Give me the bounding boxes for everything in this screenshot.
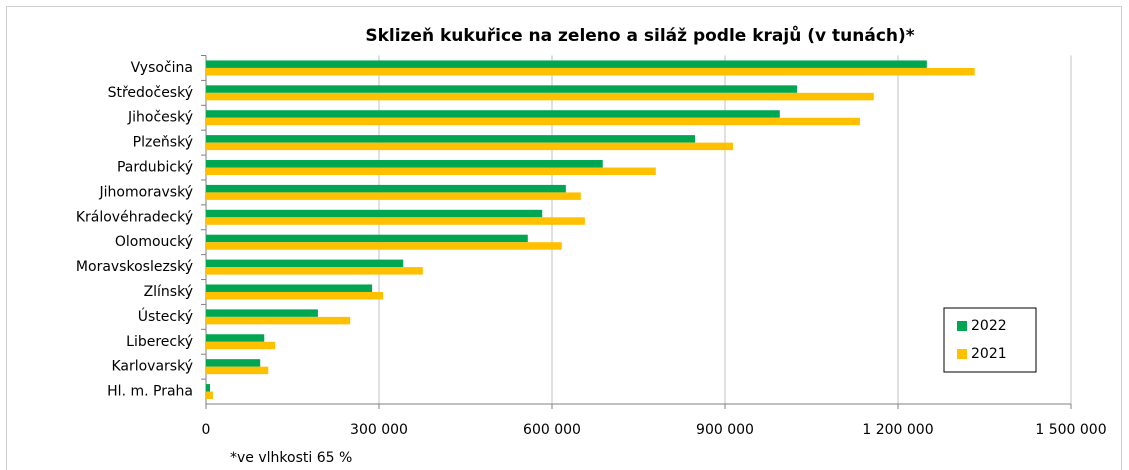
- x-tick-label: 900 000: [696, 422, 754, 438]
- bar: [206, 135, 696, 143]
- x-tick-label: 600 000: [523, 422, 581, 438]
- x-tick-label: 300 000: [350, 422, 408, 438]
- bar: [206, 316, 351, 325]
- legend-box: [943, 307, 1037, 373]
- bar: [206, 60, 927, 68]
- bar: [206, 242, 562, 250]
- bar: [206, 142, 734, 151]
- x-tick-label: 1 500 000: [1035, 422, 1106, 438]
- y-tick-label: Ústecký: [138, 307, 193, 325]
- bar: [206, 217, 585, 225]
- y-tick-label: Zlínský: [144, 284, 193, 300]
- bar: [206, 267, 423, 275]
- bar: [206, 184, 566, 193]
- bar: [206, 384, 211, 392]
- bar: [206, 291, 384, 300]
- y-tick-label: Jihočeský: [127, 110, 193, 126]
- bar: [206, 209, 543, 218]
- chart-title: Sklizeň kukuřice na zeleno a siláž podle…: [365, 24, 914, 46]
- y-tick-label: Liberecký: [126, 334, 193, 350]
- bar: [206, 259, 404, 268]
- note: *ve vlhkosti 65 %: [230, 450, 352, 466]
- bar: [206, 341, 276, 350]
- bar: [206, 117, 860, 126]
- bar: [206, 334, 265, 342]
- y-tick-label: Pardubický: [117, 160, 193, 176]
- bar: [206, 167, 656, 176]
- bar: [206, 366, 269, 375]
- bar: [206, 391, 213, 400]
- chart-border: [6, 6, 1122, 470]
- y-tick-label: Moravskoslezský: [76, 259, 193, 275]
- y-tick-label: Středočeský: [108, 85, 193, 101]
- bar: [206, 85, 798, 93]
- bar: [206, 67, 975, 76]
- y-tick-label: Jihomoravský: [99, 184, 193, 200]
- legend-swatch: [957, 321, 967, 331]
- bar: [206, 309, 318, 317]
- bar: [206, 234, 528, 243]
- x-tick-label: 1 200 000: [862, 422, 933, 438]
- y-tick-label: Plzeňský: [133, 135, 193, 151]
- x-tick-label: 0: [202, 422, 211, 438]
- bar: [206, 192, 581, 200]
- y-tick-label: Karlovarský: [111, 359, 193, 375]
- legend-swatch: [957, 349, 967, 359]
- bar: [206, 160, 603, 168]
- legend-label: 2022: [971, 318, 1007, 334]
- legend-label: 2021: [971, 346, 1007, 362]
- bar: [206, 359, 261, 367]
- bar: [206, 284, 373, 292]
- bar: [206, 92, 874, 101]
- y-tick-label: Olomoucký: [115, 234, 193, 250]
- y-tick-label: Vysočina: [131, 60, 193, 76]
- y-tick-label: Hl. m. Praha: [107, 384, 193, 400]
- bar: [206, 110, 780, 118]
- y-tick-label: Královéhradecký: [76, 209, 193, 225]
